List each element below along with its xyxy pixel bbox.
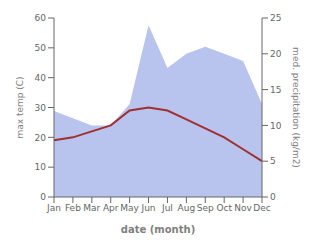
svg-text:60: 60 [35,13,47,23]
svg-text:0: 0 [270,192,276,202]
svg-text:30: 30 [35,103,47,113]
svg-text:Oct: Oct [216,203,232,213]
svg-text:Mar: Mar [83,203,100,213]
svg-text:Jun: Jun [141,203,156,213]
svg-text:Jul: Jul [161,203,173,213]
svg-text:Apr: Apr [103,203,119,213]
svg-text:Dec: Dec [253,203,270,213]
svg-text:med. precipitation (kg/m2): med. precipitation (kg/m2) [291,47,301,168]
svg-text:Jan: Jan [46,203,61,213]
svg-text:Aug: Aug [178,203,196,213]
svg-text:5: 5 [270,156,276,166]
svg-text:50: 50 [35,43,47,53]
svg-text:0: 0 [40,192,46,202]
svg-text:Feb: Feb [65,203,81,213]
svg-text:Nov: Nov [234,203,252,213]
svg-text:10: 10 [35,162,47,172]
svg-text:May: May [120,203,139,213]
svg-text:max temp (C): max temp (C) [15,76,25,138]
svg-text:10: 10 [270,121,282,131]
svg-text:date (month): date (month) [121,224,195,235]
svg-text:Sep: Sep [197,203,214,213]
svg-text:15: 15 [270,85,281,95]
svg-text:20: 20 [270,49,282,59]
svg-text:40: 40 [35,73,47,83]
svg-text:20: 20 [35,133,47,143]
svg-text:25: 25 [270,13,281,23]
